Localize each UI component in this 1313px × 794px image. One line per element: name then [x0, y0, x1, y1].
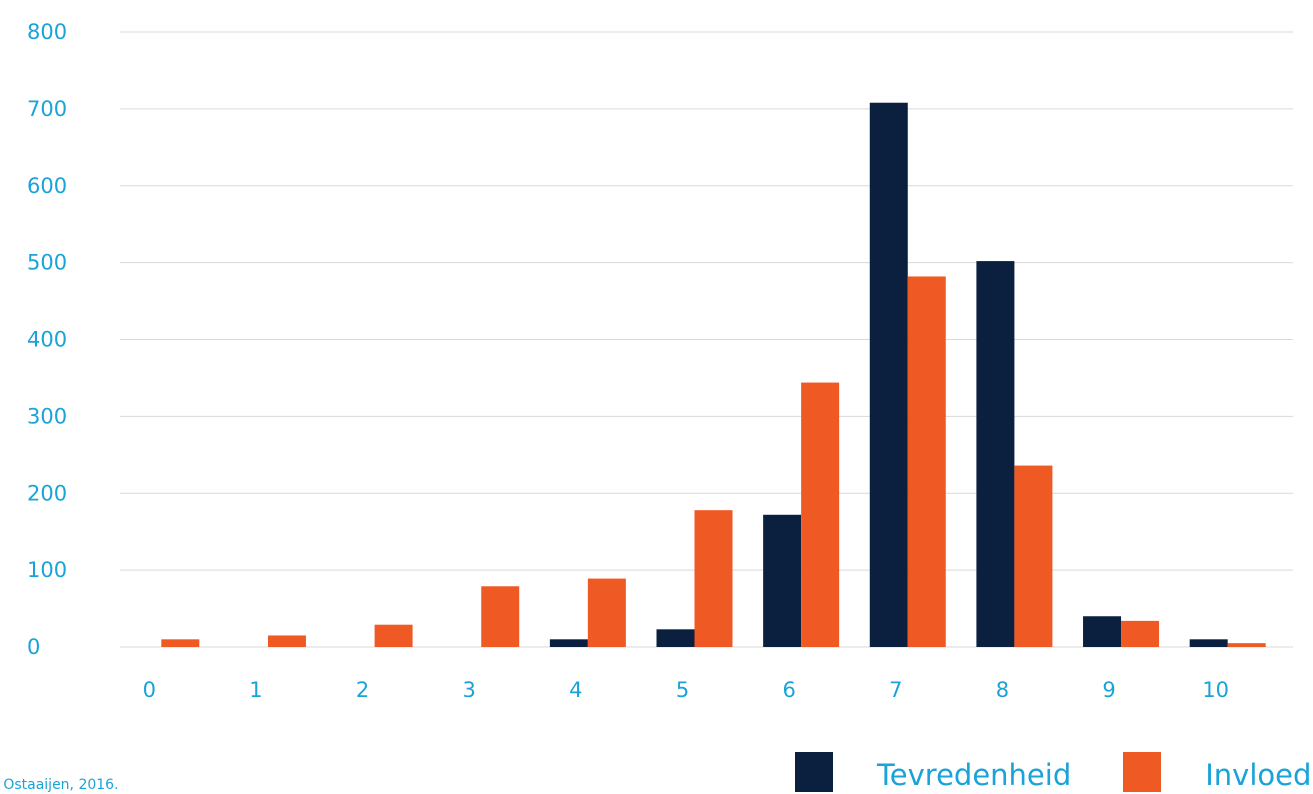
x-tick-label-2: 2 [356, 678, 369, 702]
bar-tevredenheid-8 [976, 261, 1015, 647]
bar-invloed-3 [481, 586, 520, 647]
legend-label-tevredenheid: Tevredenheid [877, 758, 1072, 792]
y-tick-label-200: 200 [27, 481, 67, 505]
bar-invloed-6 [801, 382, 840, 647]
y-tick-label-600: 600 [27, 174, 67, 198]
x-tick-label-9: 9 [1102, 678, 1115, 702]
bar-invloed-8 [1014, 465, 1053, 647]
bar-invloed-5 [694, 510, 733, 647]
x-tick-label-0: 0 [143, 678, 156, 702]
bar-tevredenheid-9 [1083, 616, 1122, 647]
legend-swatch-invloed [1123, 752, 1162, 792]
y-tick-label-500: 500 [27, 251, 67, 275]
legend-label-invloed: Invloed [1205, 758, 1312, 792]
x-tick-label-10: 10 [1202, 678, 1229, 702]
x-tick-label-8: 8 [996, 678, 1009, 702]
source-note: n Ostaaijen, 2016. [0, 777, 119, 793]
y-tick-label-400: 400 [27, 328, 67, 352]
y-tick-label-300: 300 [27, 404, 67, 428]
y-tick-label-800: 800 [27, 20, 67, 44]
bar-tevredenheid-6 [763, 514, 802, 647]
bar-invloed-4 [587, 578, 626, 647]
bar-tevredenheid-7 [869, 102, 908, 648]
y-tick-label-700: 700 [27, 97, 67, 121]
bar-invloed-1 [267, 635, 306, 647]
x-tick-label-4: 4 [569, 678, 582, 702]
x-tick-label-6: 6 [782, 678, 795, 702]
x-tick-label-5: 5 [676, 678, 689, 702]
y-tick-label-100: 100 [27, 558, 67, 582]
bar-tevredenheid-4 [549, 639, 588, 647]
bar-tevredenheid-10 [1189, 639, 1228, 647]
bar-invloed-0 [161, 639, 200, 647]
bar-invloed-10 [1227, 643, 1266, 647]
y-tick-label-0: 0 [27, 635, 40, 659]
bar-invloed-7 [907, 276, 946, 647]
bar-invloed-9 [1121, 620, 1160, 647]
bar-tevredenheid-5 [656, 629, 695, 647]
bar-invloed-2 [374, 624, 413, 647]
x-tick-label-7: 7 [889, 678, 902, 702]
legend-item-tevredenheid: Tevredenheid [795, 752, 1071, 792]
legend-item-invloed: Invloed [1123, 752, 1311, 792]
x-tick-label-3: 3 [463, 678, 476, 702]
x-tick-label-1: 1 [249, 678, 262, 702]
legend: Tevredenheid Invloed [795, 752, 1311, 794]
legend-swatch-tevredenheid [795, 752, 833, 792]
